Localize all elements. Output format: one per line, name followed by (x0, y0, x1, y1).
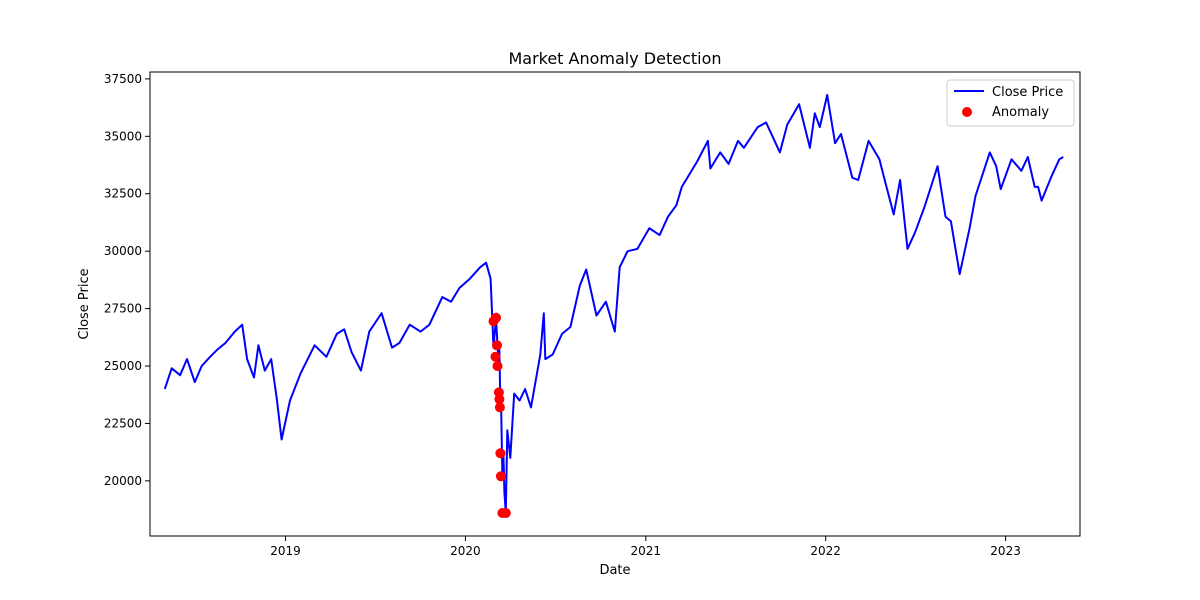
anomaly-point (495, 471, 506, 482)
chart-title: Market Anomaly Detection (508, 49, 721, 68)
y-tick-label: 35000 (104, 129, 142, 143)
y-tick-label: 25000 (104, 359, 142, 373)
y-tick-label: 37500 (104, 72, 142, 86)
y-tick-label: 20000 (104, 474, 142, 488)
plot-area (163, 94, 1064, 518)
y-axis-label: Close Price (77, 268, 92, 339)
anomaly-point (495, 448, 506, 459)
y-tick-label: 22500 (104, 416, 142, 430)
anomaly-point (494, 394, 505, 405)
x-axis: 2019 2020 2021 2022 2023 (270, 536, 1021, 558)
anomaly-point (492, 361, 503, 371)
x-tick-label: 2021 (631, 544, 662, 558)
anomaly-point (500, 508, 511, 518)
legend-marker-swatch (962, 107, 972, 117)
close-price-line (163, 94, 1064, 514)
axes-frame (149, 71, 1081, 537)
anomaly-point (494, 402, 505, 413)
x-tick-label: 2022 (810, 544, 841, 558)
x-tick-label: 2023 (990, 544, 1021, 558)
x-tick-label: 2020 (450, 544, 481, 558)
y-axis: 20000 22500 25000 27500 30000 32500 35000 37500 (104, 72, 150, 488)
y-tick-label: 30000 (104, 244, 142, 258)
anomaly-point (491, 312, 501, 323)
legend-label-close-price: Close Price (992, 85, 1063, 100)
legend-label-anomaly: Anomaly (992, 105, 1049, 120)
x-axis-label: Date (599, 563, 630, 578)
y-tick-label: 27500 (104, 302, 142, 316)
legend: Close Price Anomaly (946, 79, 1075, 127)
anomaly-point (490, 351, 501, 362)
y-tick-label: 32500 (104, 187, 142, 201)
anomaly-point (492, 340, 502, 351)
x-tick-label: 2019 (270, 544, 301, 558)
